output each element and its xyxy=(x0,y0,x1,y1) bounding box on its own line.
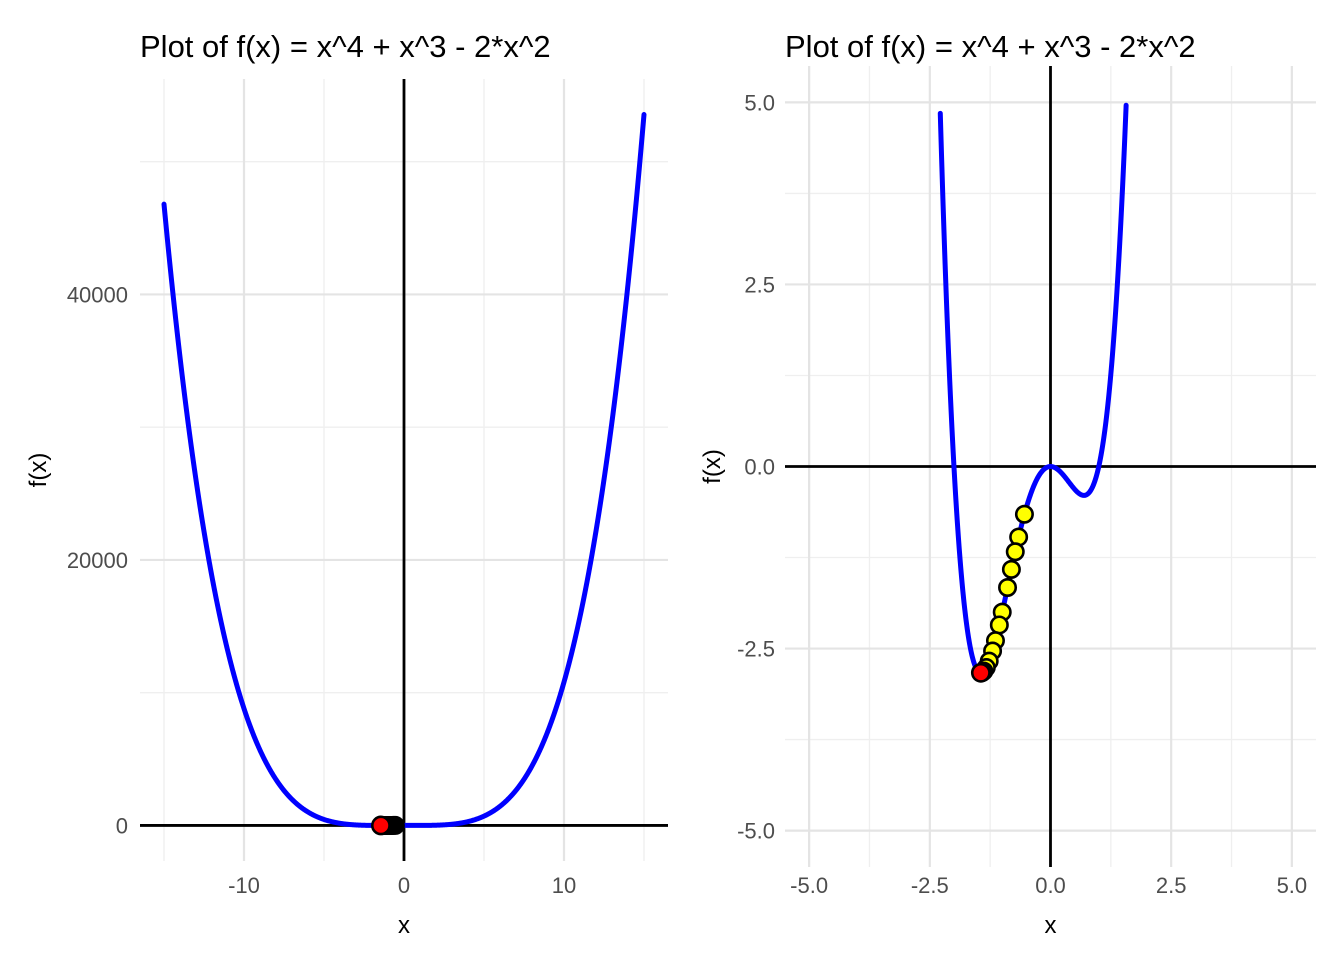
y-tick-label: 40000 xyxy=(67,282,128,307)
function-curve xyxy=(937,102,1129,676)
points-layer xyxy=(970,504,1034,683)
final-minimum-point xyxy=(371,815,391,836)
x-axis-title: x xyxy=(1045,912,1057,939)
y-tick-label: 0 xyxy=(116,813,128,838)
descent-point xyxy=(998,578,1018,598)
x-tick-label: -5.0 xyxy=(790,873,828,898)
x-tick-label: -2.5 xyxy=(911,873,949,898)
y-tick-label: -5.0 xyxy=(737,819,775,844)
plot-wide-view-svg: -10 0 10 0 20000 40000 x f(x) Plot of f(x) = x^4… xyxy=(25,29,668,939)
plot-title: Plot of f(x) = x^4 + x^3 - 2*x^2 xyxy=(785,29,1196,64)
y-axis-title: f(x) xyxy=(25,453,52,488)
points-layer xyxy=(371,815,405,836)
y-tick-label: 2.5 xyxy=(744,272,775,297)
y-tick-label: -2.5 xyxy=(737,637,775,662)
plot-zoomed-view-svg: -5.0 -2.5 0.0 2.5 5.0 -5.0 -2.5 0.0 2.5 5.0 x f(x) P… xyxy=(699,29,1316,939)
curve-layer xyxy=(937,102,1129,676)
y-tick-label: 20000 xyxy=(67,548,128,573)
y-tick-label: 5.0 xyxy=(744,90,775,115)
descent-point xyxy=(1005,542,1025,562)
x-tick-label: 0 xyxy=(398,873,410,898)
x-tick-label: 5.0 xyxy=(1277,873,1308,898)
descent-point xyxy=(1014,504,1034,524)
x-axis-title: x xyxy=(398,912,410,939)
x-tick-label: 10 xyxy=(552,873,576,898)
plot-title: Plot of f(x) = x^4 + x^3 - 2*x^2 xyxy=(140,29,551,64)
y-axis-title: f(x) xyxy=(699,449,726,484)
plot-zoomed-view: -5.0 -2.5 0.0 2.5 5.0 -5.0 -2.5 0.0 2.5 5.0 x f(x) P… xyxy=(672,0,1344,960)
final-minimum-point xyxy=(970,662,991,683)
x-tick-label: -10 xyxy=(228,873,260,898)
y-tick-label: 0.0 xyxy=(744,455,775,480)
x-tick-label: 0.0 xyxy=(1035,873,1066,898)
x-tick-label: 2.5 xyxy=(1156,873,1187,898)
descent-point xyxy=(1001,559,1021,579)
plot-wide-view: -10 0 10 0 20000 40000 x f(x) Plot of f(x) = x^4… xyxy=(25,29,668,939)
descent-point xyxy=(989,615,1009,635)
